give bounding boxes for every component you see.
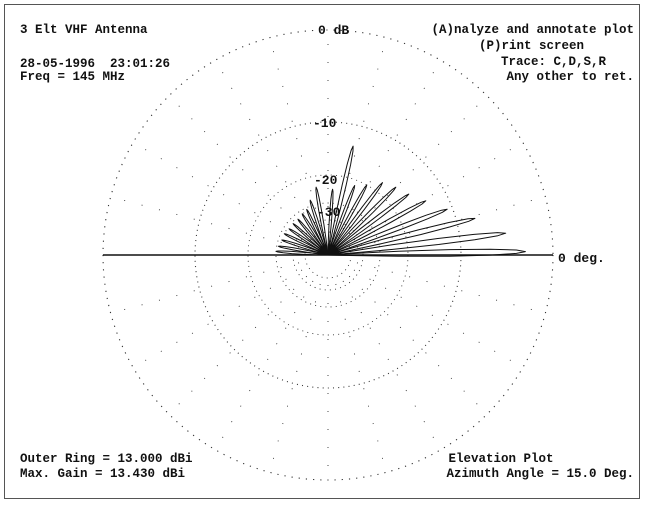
pattern-lobe — [327, 200, 427, 256]
zero-deg-label: 0 deg. — [558, 251, 605, 266]
ring-label-10: -10 — [313, 116, 337, 131]
grid-spoke — [353, 269, 524, 368]
grid-spoke — [348, 95, 488, 235]
pattern-lobe — [281, 239, 329, 256]
pattern-lobe — [327, 182, 383, 256]
menu-trace[interactable]: Trace: C,D,S,R — [500, 55, 606, 69]
pattern-lobe — [283, 233, 329, 256]
menu-return[interactable]: Any other to ret. — [506, 70, 634, 84]
pattern-lobe — [327, 217, 476, 256]
pattern-lobe — [292, 223, 329, 256]
pattern-lobe — [327, 193, 410, 256]
pattern-lobe — [327, 208, 448, 256]
grid-spoke — [269, 283, 321, 473]
menu-analyze[interactable]: (A)nalyze and annotate plot — [431, 23, 634, 37]
pattern-lobe — [327, 185, 356, 256]
pattern-lobe — [327, 232, 507, 256]
grid-spoke — [353, 142, 524, 241]
pattern-lobe — [275, 250, 329, 256]
grid-spoke — [168, 95, 308, 235]
screen-frame — [4, 4, 640, 499]
grid-spoke — [342, 280, 441, 451]
grid-spoke — [110, 262, 300, 314]
frequency: Freq = 145 MHz — [20, 70, 126, 84]
top-db-label: 0 dB — [318, 23, 350, 38]
grid-spoke — [356, 196, 546, 248]
grid-spoke — [168, 275, 308, 415]
pattern-lobe — [327, 248, 526, 257]
date-time: 28-05-1996 23:01:26 — [20, 57, 171, 71]
grid-spoke — [215, 280, 314, 451]
outer-ring-value: Outer Ring = 13.000 dBi — [20, 452, 193, 466]
pattern-lobe — [327, 145, 354, 256]
grid-spoke — [110, 196, 300, 248]
pattern-lobe — [327, 188, 334, 256]
grid-spoke — [215, 59, 314, 230]
pattern-lobe — [327, 186, 397, 256]
antenna-title: 3 Elt VHF Antenna — [20, 23, 148, 37]
grid-spoke — [335, 283, 387, 473]
radiation-pattern — [275, 145, 526, 257]
pattern-lobe — [297, 218, 329, 256]
grid-spoke — [269, 37, 321, 227]
ring-label-20: -20 — [314, 173, 338, 188]
pattern-lobe — [301, 213, 329, 256]
pattern-lobe — [288, 228, 329, 256]
ring-label-30: -30 — [317, 205, 341, 220]
pattern-lobe — [327, 184, 368, 256]
pattern-lobe — [309, 199, 329, 256]
plot-type: Elevation Plot — [448, 452, 554, 466]
azimuth-angle: Azimuth Angle = 15.0 Deg. — [446, 467, 634, 481]
pattern-lobe — [278, 245, 329, 256]
grid-spoke — [348, 275, 488, 415]
grid-spoke — [342, 59, 441, 230]
menu-print[interactable]: (P)rint screen — [478, 39, 584, 53]
pattern-lobe — [315, 186, 329, 256]
grid-spoke — [356, 262, 546, 314]
max-gain-value: Max. Gain = 13.430 dBi — [20, 467, 186, 481]
grid-spoke — [132, 269, 303, 368]
grid-spoke — [132, 142, 303, 241]
grid-spoke — [335, 37, 387, 227]
pattern-lobe — [306, 208, 329, 256]
